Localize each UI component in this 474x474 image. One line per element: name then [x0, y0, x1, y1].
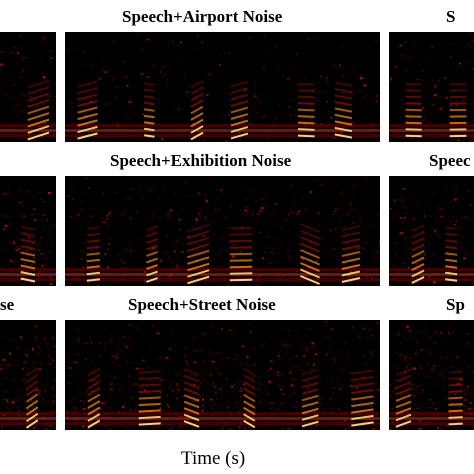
title-right-row1: S [446, 7, 456, 26]
spectrogram-airport [65, 32, 380, 142]
spectrogram-left-row2 [0, 176, 56, 286]
spectrogram-left-row3 [0, 320, 56, 430]
x-axis-label: Time (s) [181, 448, 246, 469]
title-left-row3: se [0, 295, 15, 314]
title-right-row3: Sp [446, 295, 465, 314]
spectrogram-right-row2 [389, 176, 474, 286]
spectrogram-right-row3 [389, 320, 474, 430]
spectrogram-street [65, 320, 380, 430]
spectrogram-right-row1 [389, 32, 474, 142]
title-exhibition: Speech+Exhibition Noise [110, 151, 292, 170]
spectrogram-exhibition [65, 176, 380, 286]
title-street: Speech+Street Noise [128, 295, 276, 314]
title-right-row2: Speec [429, 151, 471, 170]
title-airport: Speech+Airport Noise [122, 7, 283, 26]
spectrogram-left-row1 [0, 32, 56, 142]
